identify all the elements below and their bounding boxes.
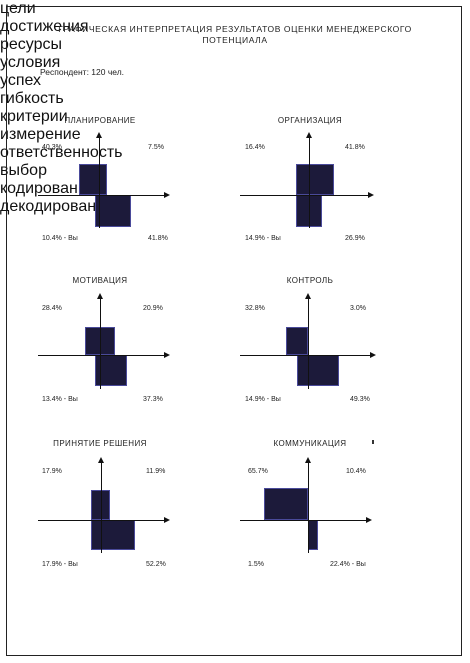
respondent-count: Респондент: 120 чел. xyxy=(40,67,125,77)
panel-title: ОРГАНИЗАЦИЯ xyxy=(277,116,343,125)
bar-top xyxy=(296,164,334,195)
x-axis xyxy=(38,355,166,356)
bar-top-left xyxy=(286,327,308,355)
pct-bottom-right: 41.8% xyxy=(148,235,168,242)
pct-bottom-right: 52.2% xyxy=(146,561,166,568)
pct-top-left: 32.8% xyxy=(245,305,265,312)
pct-bottom-right: 37.3% xyxy=(143,396,163,403)
x-axis xyxy=(240,520,368,521)
pct-top-left: 16.4% xyxy=(245,144,265,151)
panel-decision-making: ПРИНЯТИЕ РЕШЕНИЯ xyxy=(0,325,200,455)
right-axis-label: декодирование xyxy=(0,198,114,215)
chart-motivation: успех 28.4% 20.9% 13.4% - Вы 37.3% гибко… xyxy=(0,72,470,403)
pct-bottom-left: 1.5% xyxy=(248,561,264,568)
pct-top-right: 41.8% xyxy=(345,144,365,151)
y-axis xyxy=(100,297,101,389)
page-title: ГРАФИЧЕСКАЯ ИНТЕРПРЕТАЦИЯ РЕЗУЛЬТАТОВ ОЦ… xyxy=(0,24,470,46)
x-axis xyxy=(38,520,166,521)
up-axis-label: цели xyxy=(0,0,36,17)
chart-organization: ресурсы 16.4% 41.8% 14.9% - Вы 26.9% усл… xyxy=(0,36,470,242)
pct-bottom-left: 10.4% - Вы xyxy=(42,235,78,242)
right-axis-label: измерение xyxy=(0,126,81,143)
y-axis xyxy=(101,461,102,553)
x-axis-arrow-icon xyxy=(366,517,372,523)
pct-bottom-left: 14.9% - Вы xyxy=(245,235,281,242)
panel-communication: КОММУНИКАЦИЯ xyxy=(210,325,410,455)
pct-top-left: 17.9% xyxy=(42,468,62,475)
y-axis-arrow-icon xyxy=(97,293,103,299)
pct-top-left: 40.3% xyxy=(42,144,62,151)
bar-top-left xyxy=(79,164,107,195)
x-axis-arrow-icon xyxy=(164,352,170,358)
pct-bottom-right: 49.3% xyxy=(350,396,370,403)
y-axis xyxy=(308,297,309,389)
panel-control: КОНТРОЛЬ xyxy=(210,160,410,290)
x-axis xyxy=(38,195,166,196)
panel-title: МОТИВАЦИЯ xyxy=(72,276,128,285)
chart-control: критерии 32.8% 3.0% 14.9% - Вы 49.3% изм… xyxy=(0,108,470,403)
pct-bottom-right: 22.4% - Вы xyxy=(330,561,366,568)
up-axis-label: ответственность xyxy=(0,144,123,161)
pct-top-left: 65.7% xyxy=(248,468,268,475)
pct-top-left: 28.4% xyxy=(42,305,62,312)
right-axis-label: достижения xyxy=(0,18,89,35)
pct-bottom-left: 17.9% - Вы xyxy=(42,561,78,568)
panel-planning: ПЛАНИРОВАНИЕ xyxy=(0,0,200,130)
x-axis-arrow-icon xyxy=(370,352,376,358)
panel-title: ПЛАНИРОВАНИЕ xyxy=(64,116,136,125)
pct-top-right: 20.9% xyxy=(143,305,163,312)
panel-organization: ОРГАНИЗАЦИЯ xyxy=(210,0,410,130)
x-axis-arrow-icon xyxy=(164,192,170,198)
y-axis-arrow-icon xyxy=(306,132,312,138)
right-axis-label: выбор xyxy=(0,162,47,179)
pct-top-right: 10.4% xyxy=(346,468,366,475)
y-axis-arrow-icon xyxy=(305,457,311,463)
y-axis xyxy=(309,136,310,228)
up-axis-label: критерии xyxy=(0,108,68,125)
panel-motivation: МОТИВАЦИЯ xyxy=(0,160,200,290)
x-axis xyxy=(240,195,370,196)
stray-mark xyxy=(372,440,374,444)
panel-title: КОММУНИКАЦИЯ xyxy=(273,439,347,448)
chart-planning: цели 40.3% 7.5% 10.4% - Вы 41.8% достиже… xyxy=(0,0,470,242)
pct-top-right: 3.0% xyxy=(350,305,366,312)
right-axis-label: условия xyxy=(0,54,61,71)
pct-top-right: 7.5% xyxy=(148,144,164,151)
bar-top-left xyxy=(264,488,308,520)
pct-bottom-right: 26.9% xyxy=(345,235,365,242)
y-axis xyxy=(99,136,100,228)
up-axis-label: ресурсы xyxy=(0,36,63,53)
x-axis-arrow-icon xyxy=(368,192,374,198)
bar-bottom xyxy=(91,520,135,550)
y-axis-arrow-icon xyxy=(96,132,102,138)
chart-decision-making: ответственность 17.9% 11.9% 17.9% - Вы 5… xyxy=(0,144,470,568)
up-axis-label: кодирование xyxy=(0,180,96,197)
bar-top xyxy=(91,490,110,520)
right-axis-label: гибкость xyxy=(0,90,64,107)
x-axis xyxy=(240,355,372,356)
title-line-1: ГРАФИЧЕСКАЯ ИНТЕРПРЕТАЦИЯ РЕЗУЛЬТАТОВ ОЦ… xyxy=(58,24,412,34)
panel-title: ПРИНЯТИЕ РЕШЕНИЯ xyxy=(53,439,147,448)
y-axis-arrow-icon xyxy=(305,293,311,299)
chart-communication: кодирование 65.7% 10.4% 1.5% 22.4% - Вы … xyxy=(0,180,470,568)
bar-bottom-right xyxy=(308,520,318,550)
pct-bottom-left: 13.4% - Вы xyxy=(42,396,78,403)
page-border xyxy=(6,6,462,656)
y-axis-arrow-icon xyxy=(98,457,104,463)
title-line-2: ПОТЕНЦИАЛА xyxy=(202,35,268,45)
up-axis-label: успех xyxy=(0,72,42,89)
pct-top-right: 11.9% xyxy=(146,468,166,475)
x-axis-arrow-icon xyxy=(164,517,170,523)
panel-title: КОНТРОЛЬ xyxy=(286,276,334,285)
pct-bottom-left: 14.9% - Вы xyxy=(245,396,281,403)
y-axis xyxy=(308,461,309,553)
